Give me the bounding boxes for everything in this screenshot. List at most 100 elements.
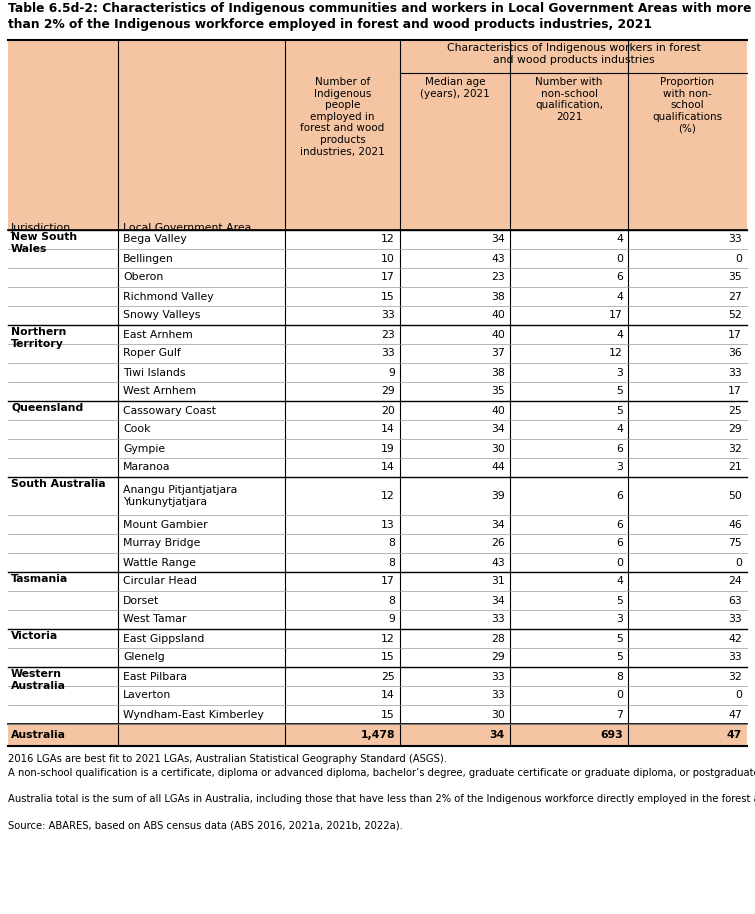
Text: 17: 17 bbox=[729, 387, 742, 397]
Text: 3: 3 bbox=[616, 462, 623, 473]
Text: 27: 27 bbox=[729, 292, 742, 302]
Text: Oberon: Oberon bbox=[123, 272, 163, 282]
Bar bbox=[8, 230, 747, 724]
Text: Dorset: Dorset bbox=[123, 596, 159, 605]
Text: 2016 LGAs are best fit to 2021 LGAs, Australian Statistical Geography Standard (: 2016 LGAs are best fit to 2021 LGAs, Aus… bbox=[8, 754, 447, 764]
Text: 33: 33 bbox=[729, 235, 742, 245]
Text: 0: 0 bbox=[735, 558, 742, 568]
Text: 3: 3 bbox=[616, 614, 623, 624]
Text: 43: 43 bbox=[492, 558, 505, 568]
Text: West Arnhem: West Arnhem bbox=[123, 387, 196, 397]
Text: Source: ABARES, based on ABS census data (ABS 2016, 2021a, 2021b, 2022a).: Source: ABARES, based on ABS census data… bbox=[8, 821, 403, 831]
Text: East Pilbara: East Pilbara bbox=[123, 672, 187, 682]
Text: 28: 28 bbox=[492, 633, 505, 643]
Text: 5: 5 bbox=[616, 653, 623, 663]
Text: 17: 17 bbox=[609, 311, 623, 321]
Text: West Tamar: West Tamar bbox=[123, 614, 186, 624]
Text: 40: 40 bbox=[491, 406, 505, 416]
Text: 42: 42 bbox=[729, 633, 742, 643]
Text: Mount Gambier: Mount Gambier bbox=[123, 519, 208, 529]
Text: 8: 8 bbox=[388, 596, 395, 605]
Text: 6: 6 bbox=[616, 272, 623, 282]
Text: 3: 3 bbox=[616, 367, 623, 377]
Text: 15: 15 bbox=[381, 709, 395, 719]
Text: 0: 0 bbox=[616, 558, 623, 568]
Text: 1,478: 1,478 bbox=[360, 730, 395, 740]
Text: 4: 4 bbox=[616, 292, 623, 302]
Text: Australia total is the sum of all LGAs in Australia, including those that have l: Australia total is the sum of all LGAs i… bbox=[8, 794, 755, 804]
Text: Cook: Cook bbox=[123, 424, 150, 434]
Text: 0: 0 bbox=[616, 253, 623, 263]
Text: 8: 8 bbox=[616, 672, 623, 682]
Text: 36: 36 bbox=[729, 348, 742, 358]
Text: Gympie: Gympie bbox=[123, 443, 165, 453]
Text: 50: 50 bbox=[728, 491, 742, 501]
Text: 14: 14 bbox=[381, 424, 395, 434]
Text: 12: 12 bbox=[381, 491, 395, 501]
Text: 8: 8 bbox=[388, 558, 395, 568]
Text: 33: 33 bbox=[729, 653, 742, 663]
Text: 6: 6 bbox=[616, 491, 623, 501]
Text: Circular Head: Circular Head bbox=[123, 577, 197, 587]
Text: 20: 20 bbox=[381, 406, 395, 416]
Text: Jurisdiction: Jurisdiction bbox=[11, 223, 71, 233]
Text: than 2% of the Indigenous workforce employed in forest and wood products industr: than 2% of the Indigenous workforce empl… bbox=[8, 18, 652, 31]
Text: 29: 29 bbox=[492, 653, 505, 663]
Text: Cassowary Coast: Cassowary Coast bbox=[123, 406, 216, 416]
Text: 32: 32 bbox=[729, 672, 742, 682]
Text: 35: 35 bbox=[492, 387, 505, 397]
Text: 23: 23 bbox=[381, 330, 395, 339]
Text: 10: 10 bbox=[381, 253, 395, 263]
Text: 24: 24 bbox=[729, 577, 742, 587]
Text: Bega Valley: Bega Valley bbox=[123, 235, 186, 245]
Bar bbox=[8, 40, 747, 230]
Text: Australia: Australia bbox=[11, 730, 66, 740]
Text: Anangu Pitjantjatjara
Yunkunytjatjara: Anangu Pitjantjatjara Yunkunytjatjara bbox=[123, 485, 237, 506]
Text: Bellingen: Bellingen bbox=[123, 253, 174, 263]
Text: 17: 17 bbox=[729, 330, 742, 339]
Text: Queensland: Queensland bbox=[11, 403, 83, 413]
Text: 34: 34 bbox=[492, 596, 505, 605]
Text: 25: 25 bbox=[381, 672, 395, 682]
Text: 26: 26 bbox=[492, 538, 505, 548]
Text: 34: 34 bbox=[492, 519, 505, 529]
Text: 32: 32 bbox=[729, 443, 742, 453]
Text: Western
Australia: Western Australia bbox=[11, 669, 66, 691]
Text: 19: 19 bbox=[381, 443, 395, 453]
Text: Laverton: Laverton bbox=[123, 690, 171, 700]
Text: 4: 4 bbox=[616, 235, 623, 245]
Text: East Gippsland: East Gippsland bbox=[123, 633, 205, 643]
Text: 15: 15 bbox=[381, 653, 395, 663]
Text: 0: 0 bbox=[735, 690, 742, 700]
Text: 23: 23 bbox=[492, 272, 505, 282]
Text: New South
Wales: New South Wales bbox=[11, 232, 77, 253]
Text: 17: 17 bbox=[381, 272, 395, 282]
Text: 33: 33 bbox=[729, 614, 742, 624]
Text: 693: 693 bbox=[600, 730, 623, 740]
Text: 4: 4 bbox=[616, 577, 623, 587]
Text: Roper Gulf: Roper Gulf bbox=[123, 348, 180, 358]
Text: Northern
Territory: Northern Territory bbox=[11, 327, 66, 348]
Text: 29: 29 bbox=[729, 424, 742, 434]
Text: 14: 14 bbox=[381, 462, 395, 473]
Text: 44: 44 bbox=[492, 462, 505, 473]
Text: 34: 34 bbox=[490, 730, 505, 740]
Text: 33: 33 bbox=[492, 614, 505, 624]
Text: 21: 21 bbox=[729, 462, 742, 473]
Text: Murray Bridge: Murray Bridge bbox=[123, 538, 200, 548]
Text: 9: 9 bbox=[388, 367, 395, 377]
Text: 13: 13 bbox=[381, 519, 395, 529]
Text: 12: 12 bbox=[609, 348, 623, 358]
Text: Number with
non-school
qualification,
2021: Number with non-school qualification, 20… bbox=[535, 77, 603, 122]
Text: 39: 39 bbox=[492, 491, 505, 501]
Text: 17: 17 bbox=[381, 577, 395, 587]
Text: 33: 33 bbox=[381, 311, 395, 321]
Text: 63: 63 bbox=[729, 596, 742, 605]
Text: 5: 5 bbox=[616, 596, 623, 605]
Text: 29: 29 bbox=[381, 387, 395, 397]
Text: Tasmania: Tasmania bbox=[11, 574, 68, 584]
Text: 33: 33 bbox=[492, 690, 505, 700]
Text: 9: 9 bbox=[388, 614, 395, 624]
Text: 34: 34 bbox=[492, 235, 505, 245]
Text: 38: 38 bbox=[492, 292, 505, 302]
